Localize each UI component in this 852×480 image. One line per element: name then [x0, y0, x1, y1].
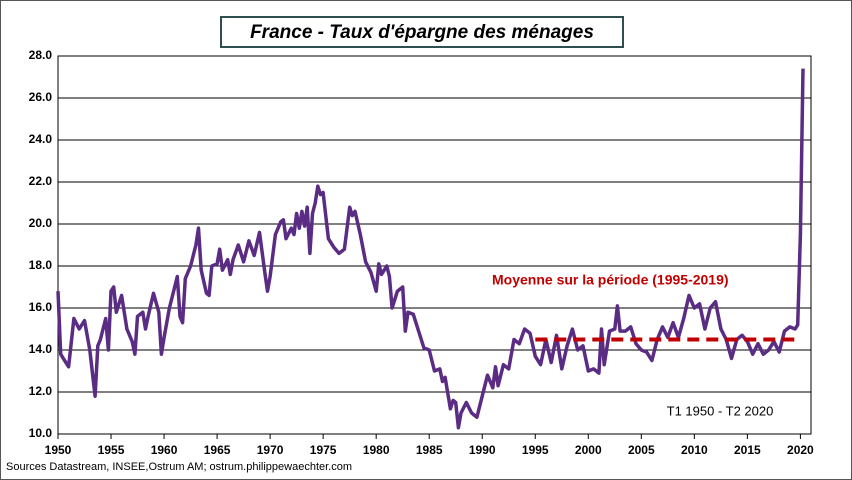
y-tick-label: 12.0 [29, 384, 53, 398]
annotation: T1 1950 - T2 2020 [667, 403, 774, 418]
x-tick-label: 1970 [257, 443, 284, 457]
x-tick-label: 1985 [416, 443, 443, 457]
mean-label: Moyenne sur la période (1995-2019) [492, 272, 729, 288]
y-tick-label: 20.0 [29, 216, 53, 230]
x-tick-label: 2010 [681, 443, 708, 457]
y-tick-label: 16.0 [29, 300, 53, 314]
plot-area [57, 55, 812, 435]
y-tick-label: 14.0 [29, 342, 53, 356]
x-tick-label: 1975 [310, 443, 337, 457]
title-box [220, 16, 624, 48]
x-tick-label: 1965 [204, 443, 231, 457]
x-tick-label: 1995 [522, 443, 549, 457]
x-tick-label: 1980 [363, 443, 390, 457]
x-tick-label: 1955 [98, 443, 125, 457]
x-tick-label: 2015 [734, 443, 761, 457]
x-tick-label: 2020 [787, 443, 814, 457]
y-tick-label: 22.0 [29, 174, 53, 188]
y-tick-label: 26.0 [29, 90, 53, 104]
source: Sources Datastream, INSEE,Ostrum AM; ost… [6, 461, 352, 473]
x-tick-label: 2000 [575, 443, 602, 457]
x-tick-label: 2005 [628, 443, 655, 457]
y-tick-label: 10.0 [29, 426, 53, 440]
x-tick-label: 1950 [45, 443, 72, 457]
x-tick-label: 1990 [469, 443, 496, 457]
y-tick-label: 24.0 [29, 132, 53, 146]
chart-title: France - Taux d'épargne des ménages [250, 22, 594, 43]
y-tick-label: 28.0 [29, 48, 53, 62]
series-line [56, 68, 805, 430]
x-tick-label: 1960 [151, 443, 178, 457]
y-tick-label: 18.0 [29, 258, 53, 272]
